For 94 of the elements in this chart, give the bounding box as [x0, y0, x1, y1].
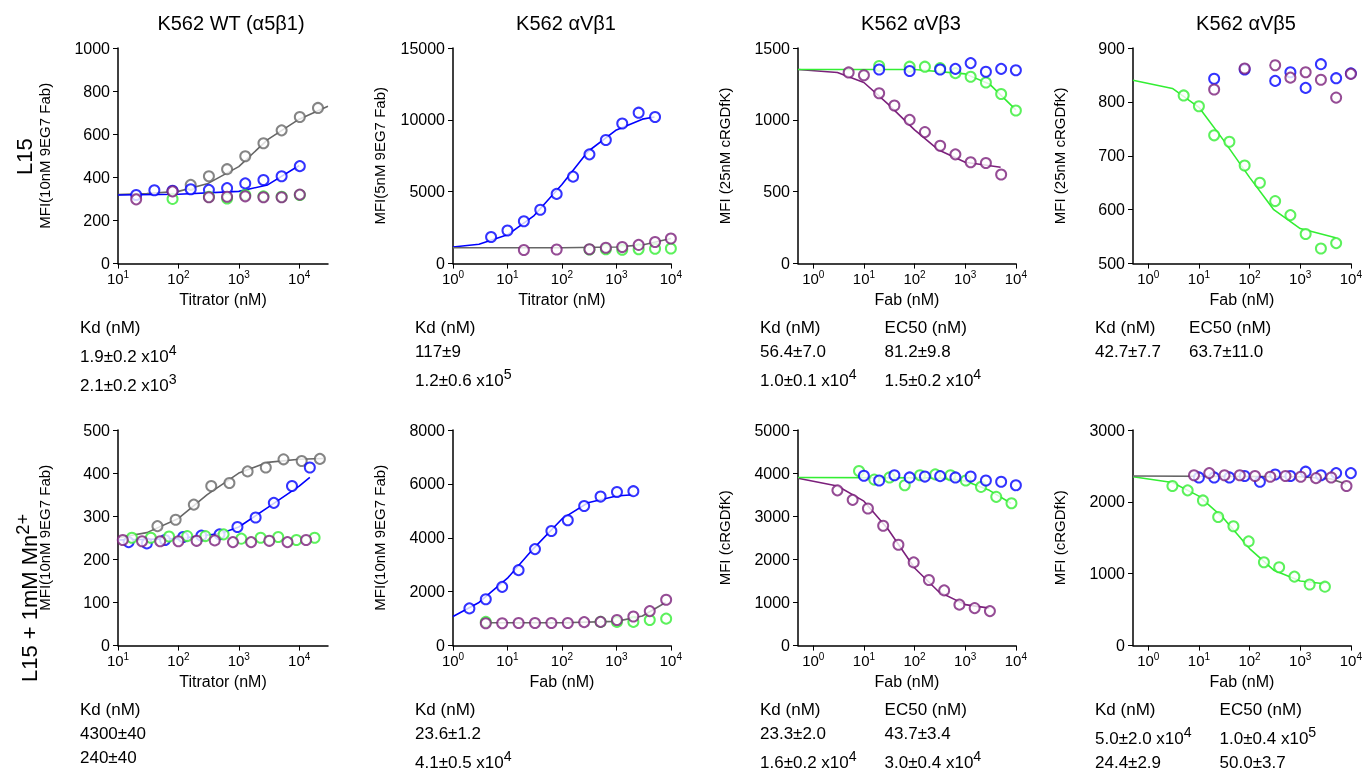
y-tick-label: 3000 [754, 507, 791, 525]
text: 4300±40 [80, 724, 147, 744]
y-axis-title: MFI(10nM 9EG7 Fab) [36, 82, 53, 229]
y-tick-label: 15000 [400, 39, 446, 57]
y-tick-label: 500 [763, 183, 791, 201]
y-tick-label: 0 [1116, 637, 1126, 655]
y-tick-label: 0 [101, 255, 111, 273]
text: 43.7±3.4 [884, 724, 952, 744]
y-tick-label: 900 [1098, 39, 1126, 57]
y-tick-label: 600 [83, 125, 111, 143]
text: Kd (nM) [760, 700, 822, 720]
y-tick-label: 1000 [1089, 565, 1126, 583]
text: Kd (nM) [1095, 700, 1157, 720]
y-tick-label: 200 [83, 550, 111, 568]
y-tick-label: 0 [781, 255, 791, 273]
text: 1.2±0.6 x10$^{5}$ [415, 366, 512, 391]
text: 23.6±1.2 [415, 724, 483, 744]
text: 5.0±2.0 x10$^{4}$ [1095, 724, 1192, 749]
y-tick-label: 0 [436, 255, 446, 273]
text: 50.0±3.7 [1219, 752, 1287, 773]
text: EC50 (nM) [1189, 318, 1272, 338]
y-tick-label: 6000 [409, 475, 446, 493]
y-axis-title: MFI(10nM 9EG7 Fab) [371, 464, 388, 611]
y-tick-label: 600 [1098, 201, 1126, 219]
text: EC50 (nM) [884, 318, 968, 338]
x-axis-title: Fab (nM) [1209, 290, 1275, 308]
text: EC50 (nM) [884, 700, 968, 720]
text: Kd (nM) [1095, 318, 1157, 338]
text: Kd (nM) [80, 700, 142, 720]
y-tick-label: 0 [436, 637, 446, 655]
text: 42.7±7.7 [1095, 342, 1162, 362]
y-tick-label: 2000 [754, 550, 791, 568]
y-tick-label: 5000 [754, 421, 791, 439]
text: 2.1±0.2 x10$^{3}$ [80, 370, 177, 396]
y-tick-label: 200 [83, 211, 111, 229]
text: Kd (nM) [760, 318, 822, 338]
chart-title: K562 αVβ5 [1196, 12, 1296, 34]
y-tick-label: 400 [83, 464, 111, 482]
text: 63.7±11.0 [1189, 342, 1265, 362]
x-axis-title: Fab (nM) [874, 672, 940, 690]
x-axis-title: Fab (nM) [874, 290, 940, 308]
y-tick-label: 500 [83, 421, 111, 439]
y-tick-label: 4000 [754, 464, 791, 482]
text: 1.0±0.4 x10$^{5}$ [1219, 724, 1317, 749]
x-axis-title: Titrator (nM) [518, 290, 606, 308]
chart-title: K562 αVβ1 [516, 12, 616, 34]
x-axis-title: Fab (nM) [1209, 672, 1275, 690]
y-tick-label: 300 [83, 507, 111, 525]
y-tick-label: 8000 [409, 421, 446, 439]
y-tick-label: 2000 [1089, 493, 1126, 511]
y-tick-label: 1000 [754, 111, 791, 129]
x-axis-title: Titrator (nM) [179, 672, 267, 690]
x-axis-title: Fab (nM) [529, 672, 595, 690]
y-tick-label: 1000 [754, 593, 791, 611]
y-tick-label: 0 [101, 637, 111, 655]
text: 240±40 [80, 748, 138, 768]
text: 56.4±7.0 [760, 342, 828, 362]
text: Kd (nM) [415, 700, 477, 720]
y-tick-label: 2000 [409, 583, 446, 601]
text: Kd (nM) [415, 318, 477, 338]
y-axis-title: MFI (cRGDfK) [716, 490, 733, 586]
y-tick-label: 10000 [400, 111, 446, 129]
text: 24.4±2.9 [1095, 752, 1163, 773]
x-axis-title: Titrator (nM) [179, 290, 267, 308]
text: L15 [12, 138, 38, 175]
y-axis-title: MFI (cRGDfK) [1051, 490, 1068, 586]
y-axis-title: MFI (25nM cRGDfK) [716, 87, 733, 225]
y-axis-title: MFI (25nM cRGDfK) [1051, 87, 1068, 225]
text: 1.5±0.2 x10$^{4}$ [884, 366, 982, 391]
text: Kd (nM) [80, 318, 142, 338]
text: EC50 (nM) [1219, 700, 1303, 720]
text: 23.3±2.0 [760, 724, 828, 744]
y-tick-label: 1000 [74, 39, 111, 57]
y-tick-label: 5000 [409, 183, 446, 201]
y-tick-label: 1500 [754, 39, 791, 57]
text: 117±9 [415, 342, 462, 362]
text: 4.1±0.5 x10$^{4}$ [415, 748, 512, 773]
y-tick-label: 800 [1098, 93, 1126, 111]
text: 81.2±9.8 [884, 342, 952, 362]
y-tick-label: 800 [83, 82, 111, 100]
text: 1.6±0.2 x10$^{4}$ [760, 748, 857, 773]
y-tick-label: 700 [1098, 147, 1126, 165]
y-tick-label: 100 [83, 593, 111, 611]
y-tick-label: 400 [83, 168, 111, 186]
text: 3.0±0.4 x10$^{4}$ [884, 748, 982, 773]
y-tick-label: 500 [1098, 255, 1126, 273]
y-tick-label: 0 [781, 637, 791, 655]
chart-title: K562 WT (α5β1) [157, 12, 305, 34]
chart-title: K562 αVβ3 [861, 12, 961, 34]
y-tick-label: 4000 [409, 529, 446, 547]
y-axis-title: MFI(5nM 9EG7 Fab) [371, 87, 388, 225]
y-tick-label: 3000 [1089, 421, 1126, 439]
text: 1.9±0.2 x10$^{4}$ [80, 342, 177, 367]
text: 1.0±0.1 x10$^{4}$ [760, 366, 857, 391]
